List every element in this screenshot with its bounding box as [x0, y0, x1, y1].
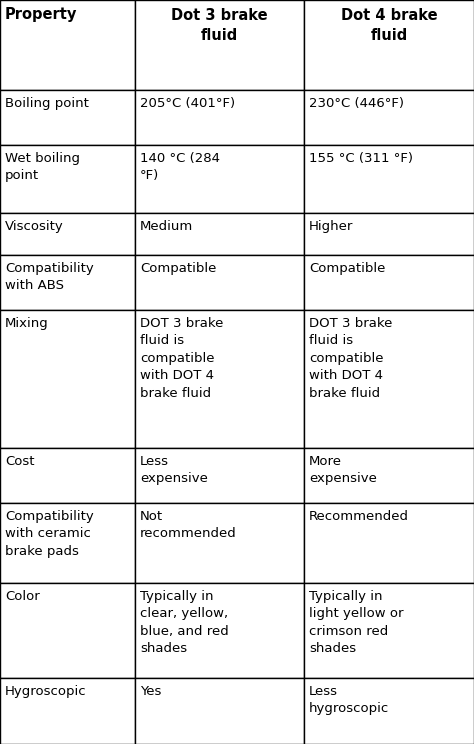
Text: DOT 3 brake
fluid is
compatible
with DOT 4
brake fluid: DOT 3 brake fluid is compatible with DOT…: [140, 317, 223, 400]
Text: Medium: Medium: [140, 219, 193, 233]
Bar: [304, 678, 474, 744]
Bar: [304, 448, 474, 503]
Bar: [135, 678, 304, 744]
Bar: [304, 0, 474, 90]
Bar: [135, 145, 304, 213]
Text: Dot 4 brake
fluid: Dot 4 brake fluid: [341, 7, 438, 43]
Bar: [0, 310, 135, 448]
Text: 155 °C (311 °F): 155 °C (311 °F): [309, 152, 413, 165]
Text: Not
recommended: Not recommended: [140, 510, 237, 540]
Text: Less
hygroscopic: Less hygroscopic: [309, 684, 389, 715]
Bar: [0, 503, 135, 583]
Text: Dot 3 brake
fluid: Dot 3 brake fluid: [172, 7, 268, 43]
Text: DOT 3 brake
fluid is
compatible
with DOT 4
brake fluid: DOT 3 brake fluid is compatible with DOT…: [309, 317, 392, 400]
Bar: [0, 90, 135, 145]
Bar: [0, 145, 135, 213]
Text: Less
expensive: Less expensive: [140, 455, 208, 485]
Bar: [0, 583, 135, 678]
Text: Property: Property: [5, 7, 77, 22]
Bar: [135, 503, 304, 583]
Text: Compatible: Compatible: [140, 262, 216, 275]
Bar: [304, 145, 474, 213]
Text: Recommended: Recommended: [309, 510, 409, 523]
Text: Mixing: Mixing: [5, 317, 48, 330]
Bar: [304, 503, 474, 583]
Text: Cost: Cost: [5, 455, 34, 468]
Bar: [135, 0, 304, 90]
Text: 230°C (446°F): 230°C (446°F): [309, 97, 404, 110]
Text: Hygroscopic: Hygroscopic: [5, 684, 86, 698]
Text: Typically in
light yellow or
crimson red
shades: Typically in light yellow or crimson red…: [309, 590, 403, 655]
Text: Viscosity: Viscosity: [5, 219, 64, 233]
Text: More
expensive: More expensive: [309, 455, 377, 485]
Text: Compatibility
with ceramic
brake pads: Compatibility with ceramic brake pads: [5, 510, 93, 558]
Bar: [0, 213, 135, 255]
Bar: [135, 213, 304, 255]
Bar: [135, 90, 304, 145]
Text: Compatible: Compatible: [309, 262, 385, 275]
Bar: [0, 678, 135, 744]
Text: Boiling point: Boiling point: [5, 97, 89, 110]
Bar: [0, 448, 135, 503]
Bar: [304, 310, 474, 448]
Bar: [304, 213, 474, 255]
Bar: [135, 310, 304, 448]
Text: Color: Color: [5, 590, 39, 603]
Bar: [135, 255, 304, 310]
Bar: [304, 255, 474, 310]
Text: Wet boiling
point: Wet boiling point: [5, 152, 80, 182]
Bar: [0, 0, 135, 90]
Text: Compatibility
with ABS: Compatibility with ABS: [5, 262, 93, 292]
Text: 140 °C (284
°F): 140 °C (284 °F): [140, 152, 220, 182]
Text: Typically in
clear, yellow,
blue, and red
shades: Typically in clear, yellow, blue, and re…: [140, 590, 228, 655]
Bar: [135, 583, 304, 678]
Bar: [0, 255, 135, 310]
Bar: [304, 583, 474, 678]
Bar: [135, 448, 304, 503]
Bar: [304, 90, 474, 145]
Text: Yes: Yes: [140, 684, 161, 698]
Text: 205°C (401°F): 205°C (401°F): [140, 97, 235, 110]
Text: Higher: Higher: [309, 219, 354, 233]
